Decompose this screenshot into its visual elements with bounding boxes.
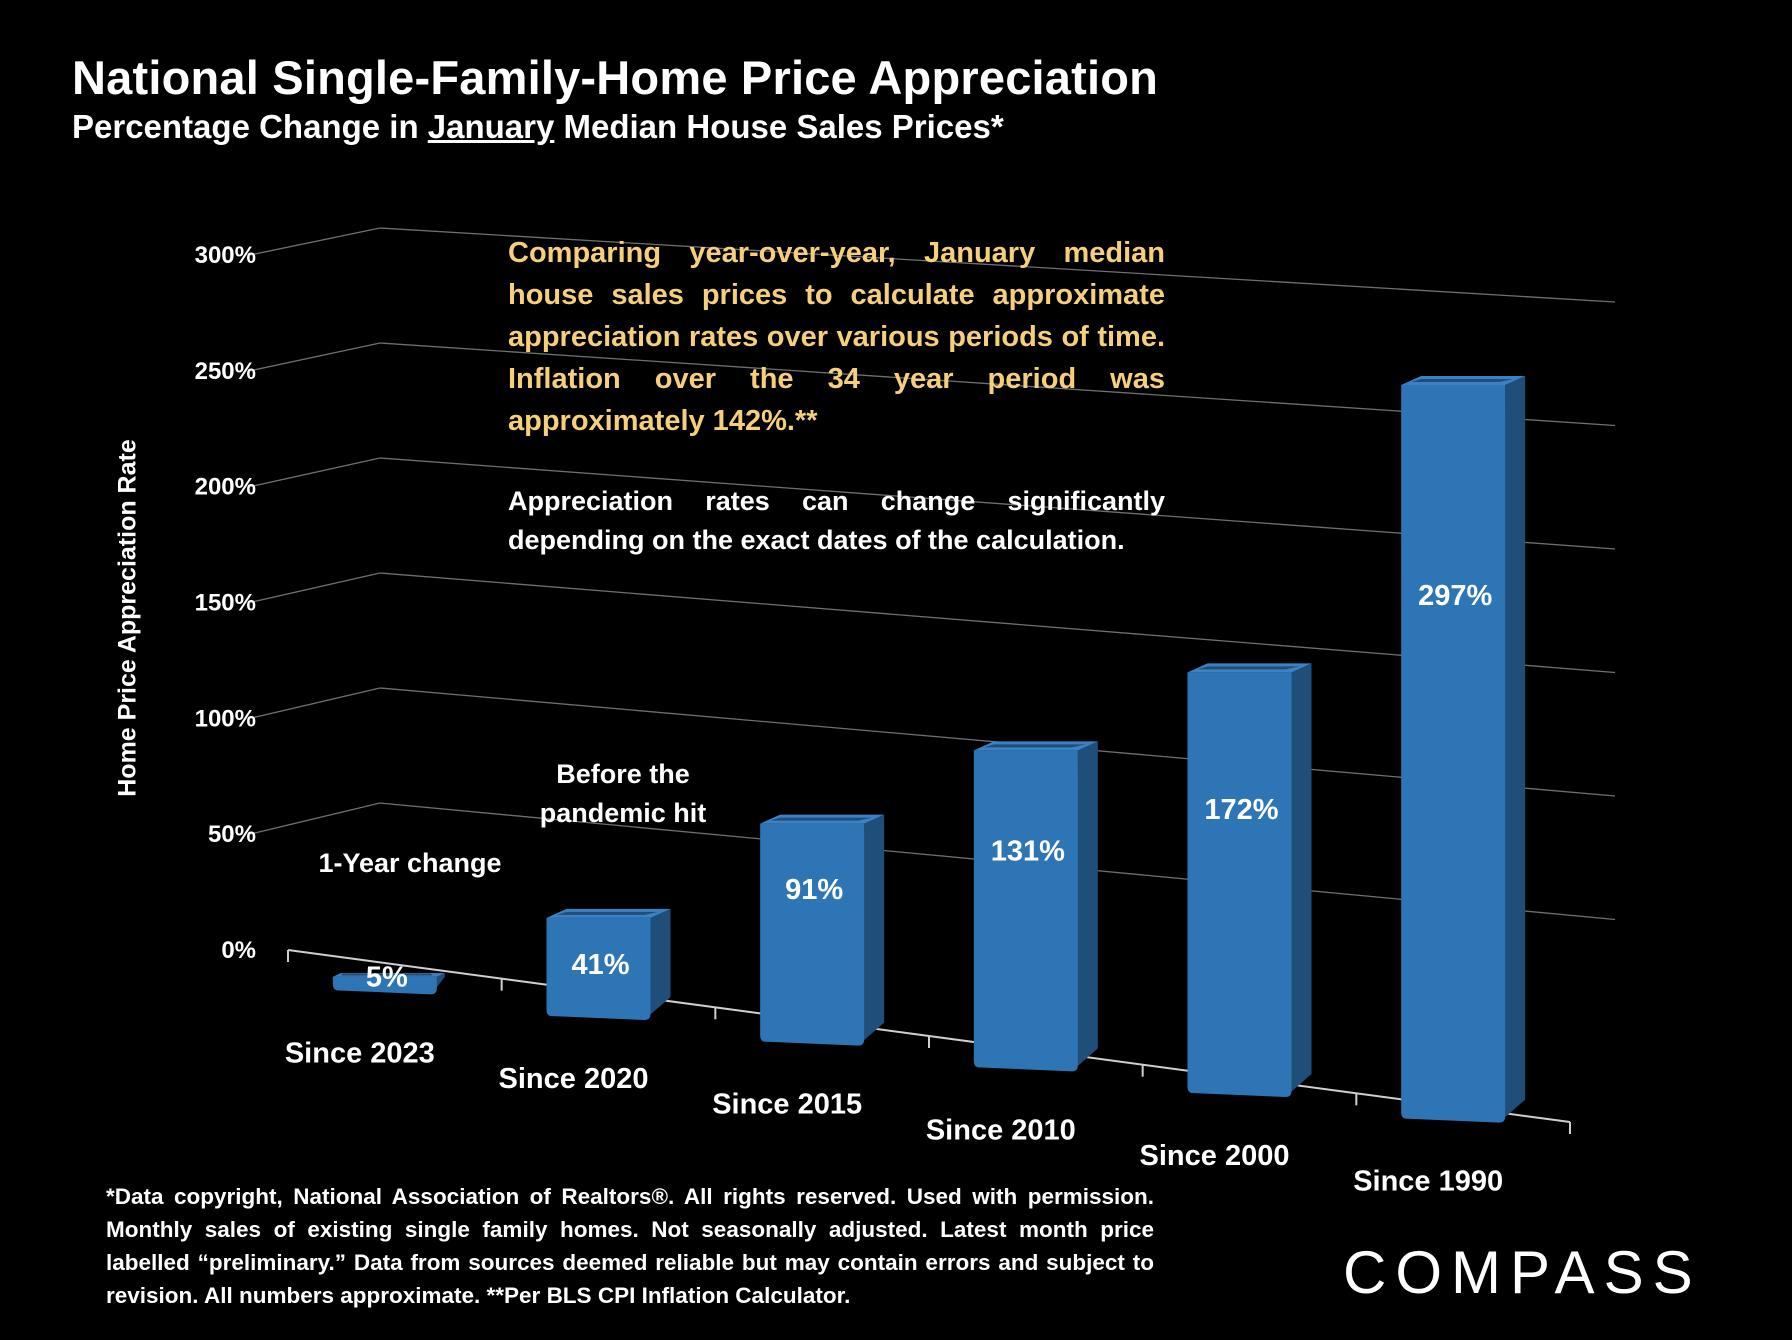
data-label: 131% <box>991 836 1065 868</box>
data-label: 297% <box>1418 580 1492 612</box>
y-tick-label: 300% <box>195 242 256 269</box>
y-axis-label: Home Price Appreciation Rate <box>113 439 142 797</box>
gridline-side <box>249 572 381 604</box>
bar-top-inset <box>770 817 873 821</box>
data-label: 41% <box>571 949 629 981</box>
bar-front <box>1187 672 1292 1097</box>
gridline-side <box>249 457 381 488</box>
bar-front <box>332 976 437 995</box>
bar-top-inset <box>1411 378 1514 382</box>
bar-top-inset <box>983 744 1086 748</box>
subtitle-month: January <box>427 108 555 145</box>
bar-top-inset <box>340 973 433 976</box>
inflation-note: Comparing year-over-year, January median… <box>508 237 1165 437</box>
data-label: 5% <box>366 961 408 993</box>
bar: 41% <box>546 908 671 1020</box>
bar-annotation: 1-Year change <box>318 848 501 878</box>
gridline-side <box>249 687 381 719</box>
gridline-side <box>249 802 381 835</box>
subtitle-prefix: Percentage Change in <box>72 108 428 145</box>
caveat-note: Appreciation rates can change significan… <box>508 486 1165 555</box>
bar: 172% <box>1187 663 1312 1097</box>
bar-front <box>973 750 1078 1072</box>
gridline-side <box>249 227 381 256</box>
data-source-footnote: *Data copyright, National Association of… <box>106 1184 1154 1308</box>
bar-top-inset <box>556 911 659 915</box>
bar-side <box>646 908 671 1018</box>
bar-side <box>860 814 885 1044</box>
x-tick-label: Since 2020 <box>499 1063 649 1095</box>
y-tick-label: 200% <box>195 474 256 501</box>
data-label: 172% <box>1204 794 1278 826</box>
y-tick-label: 50% <box>208 821 256 848</box>
bar: 5% <box>332 961 445 995</box>
bar-side <box>1287 663 1312 1095</box>
y-tick-label: 100% <box>195 705 256 732</box>
x-tick-label: Since 2023 <box>285 1037 435 1069</box>
page-title: National Single-Family-Home Price Apprec… <box>72 51 1159 104</box>
y-tick-label: 250% <box>195 358 256 385</box>
bar-side <box>1501 375 1526 1121</box>
compass-logo: COMPASS <box>1343 1239 1702 1306</box>
bar-top-inset <box>1197 666 1300 670</box>
bar-annotation-line: pandemic hit <box>540 798 707 828</box>
gridline <box>379 227 1616 303</box>
subtitle-suffix: Median House Sales Prices* <box>554 108 1004 145</box>
bar: 91% <box>760 814 885 1046</box>
gridline-side <box>249 342 381 372</box>
bar-side <box>1073 741 1098 1070</box>
bar-front <box>1401 384 1506 1123</box>
data-label: 91% <box>785 874 843 906</box>
bar-annotation: Before the pandemic hit <box>540 759 707 828</box>
x-tick-label: Since 2000 <box>1140 1140 1290 1172</box>
x-tick-label: Since 1990 <box>1353 1166 1503 1198</box>
bar-front <box>546 917 651 1020</box>
bar: 131% <box>973 741 1098 1072</box>
bar-front <box>760 823 865 1046</box>
y-tick-label: 0% <box>221 937 256 964</box>
y-tick-label: 150% <box>195 590 256 617</box>
bar-annotation-line: Before the <box>556 759 690 789</box>
bar: 297% <box>1401 375 1526 1123</box>
bar-annotation-line: 1-Year change <box>318 848 501 878</box>
x-tick-label: Since 2010 <box>926 1114 1076 1146</box>
x-tick-label: Since 2015 <box>712 1089 862 1121</box>
page-subtitle: Percentage Change in January Median Hous… <box>72 108 1004 146</box>
